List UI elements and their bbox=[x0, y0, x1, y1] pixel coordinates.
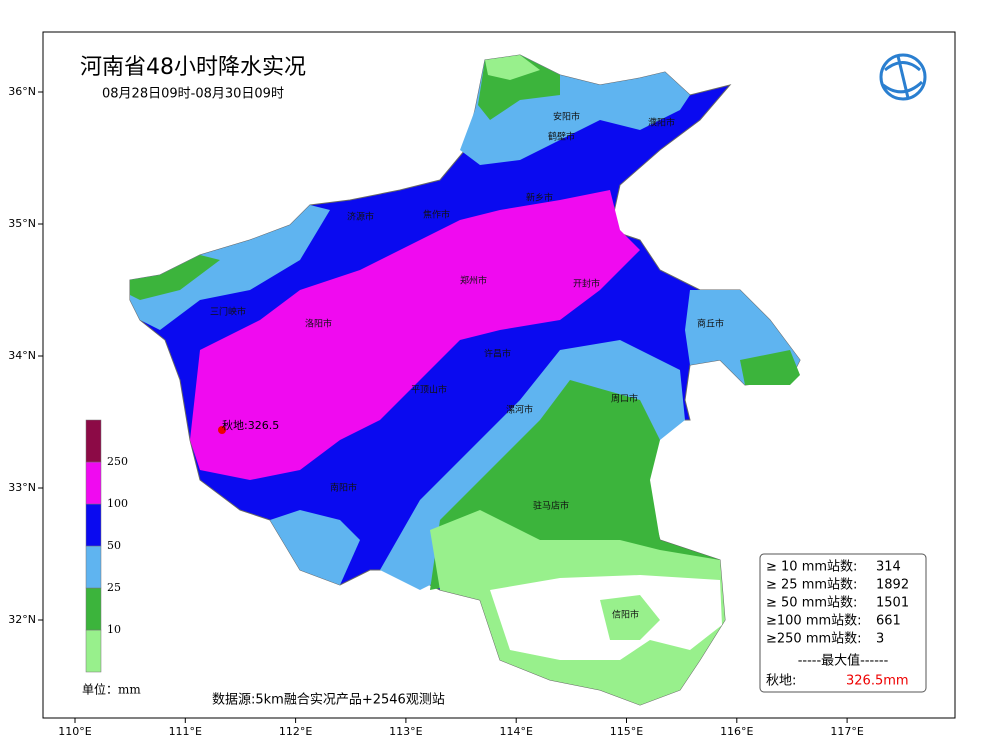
stats-label: ≥ 10 mm站数: bbox=[766, 560, 857, 575]
y-tick-label: 35°N bbox=[8, 217, 36, 230]
x-tick-label: 114°E bbox=[499, 725, 532, 738]
city-labels: 安阳市 鹤壁市 濮阳市 新乡市 济源市 焦作市 郑州市 开封市 三门峡市 洛阳市… bbox=[210, 111, 724, 621]
legend-swatch bbox=[85, 503, 102, 547]
city-label: 鹤壁市 bbox=[548, 131, 575, 143]
city-label: 濮阳市 bbox=[648, 117, 675, 129]
zone-lightblue-west bbox=[130, 205, 330, 330]
stats-value: 3 bbox=[876, 632, 884, 647]
zone-lightgreen-xinyang bbox=[600, 595, 660, 640]
stats-value: 1892 bbox=[876, 578, 909, 593]
max-point bbox=[218, 426, 226, 434]
x-tick-label: 117°E bbox=[830, 725, 863, 738]
legend-swatch bbox=[85, 545, 102, 589]
city-label: 开封市 bbox=[573, 278, 600, 290]
legend-swatch bbox=[85, 461, 102, 505]
stats-frame bbox=[759, 553, 927, 693]
stats-max-header: -----最大值------ bbox=[798, 653, 889, 669]
stats-label: ≥250 mm站数: bbox=[766, 632, 862, 647]
city-label: 新乡市 bbox=[526, 192, 553, 204]
stats-value: 1501 bbox=[876, 596, 909, 611]
y-tick-label: 32°N bbox=[8, 613, 36, 626]
city-label: 平顶山市 bbox=[411, 384, 447, 396]
max-point-label: 秋地:326.5 bbox=[222, 418, 279, 432]
city-label: 郑州市 bbox=[460, 275, 487, 287]
x-tick-label: 110°E bbox=[58, 725, 91, 738]
stats-value: 661 bbox=[876, 614, 901, 629]
logo bbox=[879, 53, 927, 101]
city-label: 三门峡市 bbox=[210, 306, 246, 318]
y-tick-label: 34°N bbox=[8, 349, 36, 362]
legend-unit: 单位：mm bbox=[82, 682, 141, 697]
stats-label: ≥ 50 mm站数: bbox=[766, 596, 857, 611]
stats-max-station: 秋地: bbox=[766, 674, 796, 689]
legend-label: 250 bbox=[107, 455, 128, 468]
legend-label: 50 bbox=[107, 539, 121, 552]
x-tick-label: 111°E bbox=[169, 725, 202, 738]
subtitle: 08月28日09时-08月30日09时 bbox=[102, 87, 284, 102]
city-label: 安阳市 bbox=[553, 111, 580, 123]
title: 河南省48小时降水实况 bbox=[80, 55, 306, 80]
x-tick-label: 113°E bbox=[389, 725, 422, 738]
city-label: 商丘市 bbox=[697, 318, 724, 330]
x-tick-label: 116°E bbox=[720, 725, 753, 738]
stats-max-value: 326.5mm bbox=[846, 674, 909, 689]
zone-magenta bbox=[190, 190, 640, 480]
city-label: 南阳市 bbox=[330, 482, 357, 494]
legend-label: 100 bbox=[107, 497, 128, 510]
legend-label: 25 bbox=[107, 581, 121, 594]
city-label: 许昌市 bbox=[484, 348, 511, 360]
stats-value: 314 bbox=[876, 560, 901, 575]
zone-lightgreen-north bbox=[485, 55, 540, 80]
legend-swatch bbox=[85, 419, 102, 463]
city-label: 驻马店市 bbox=[533, 500, 569, 512]
rain-zones bbox=[129, 54, 801, 706]
x-tick-label: 115°E bbox=[610, 725, 643, 738]
city-label: 焦作市 bbox=[423, 209, 450, 221]
city-label: 洛阳市 bbox=[305, 318, 332, 330]
source: 数据源:5km融合实况产品+2546观测站 bbox=[212, 693, 445, 708]
legend-label: 10 bbox=[107, 623, 121, 636]
zone-lightblue-sw bbox=[270, 510, 360, 585]
stats-label: ≥ 25 mm站数: bbox=[766, 578, 857, 593]
city-label: 济源市 bbox=[347, 211, 374, 223]
city-label: 信阳市 bbox=[612, 609, 639, 621]
stats-label: ≥100 mm站数: bbox=[766, 614, 862, 629]
city-label: 漯河市 bbox=[506, 404, 533, 416]
x-tick-label: 112°E bbox=[279, 725, 312, 738]
legend-swatch bbox=[85, 587, 102, 631]
legend-swatch bbox=[85, 629, 102, 673]
zone-green-east bbox=[740, 350, 800, 385]
zone-green-west bbox=[130, 255, 220, 300]
stats-box: ≥ 10 mm站数: 314 ≥ 25 mm站数: 1892 ≥ 50 mm站数: 150… bbox=[759, 553, 927, 693]
y-tick-label: 33°N bbox=[8, 481, 36, 494]
logo-mark bbox=[882, 55, 924, 99]
city-label: 周口市 bbox=[611, 393, 638, 405]
y-tick-label: 36°N bbox=[8, 85, 36, 98]
